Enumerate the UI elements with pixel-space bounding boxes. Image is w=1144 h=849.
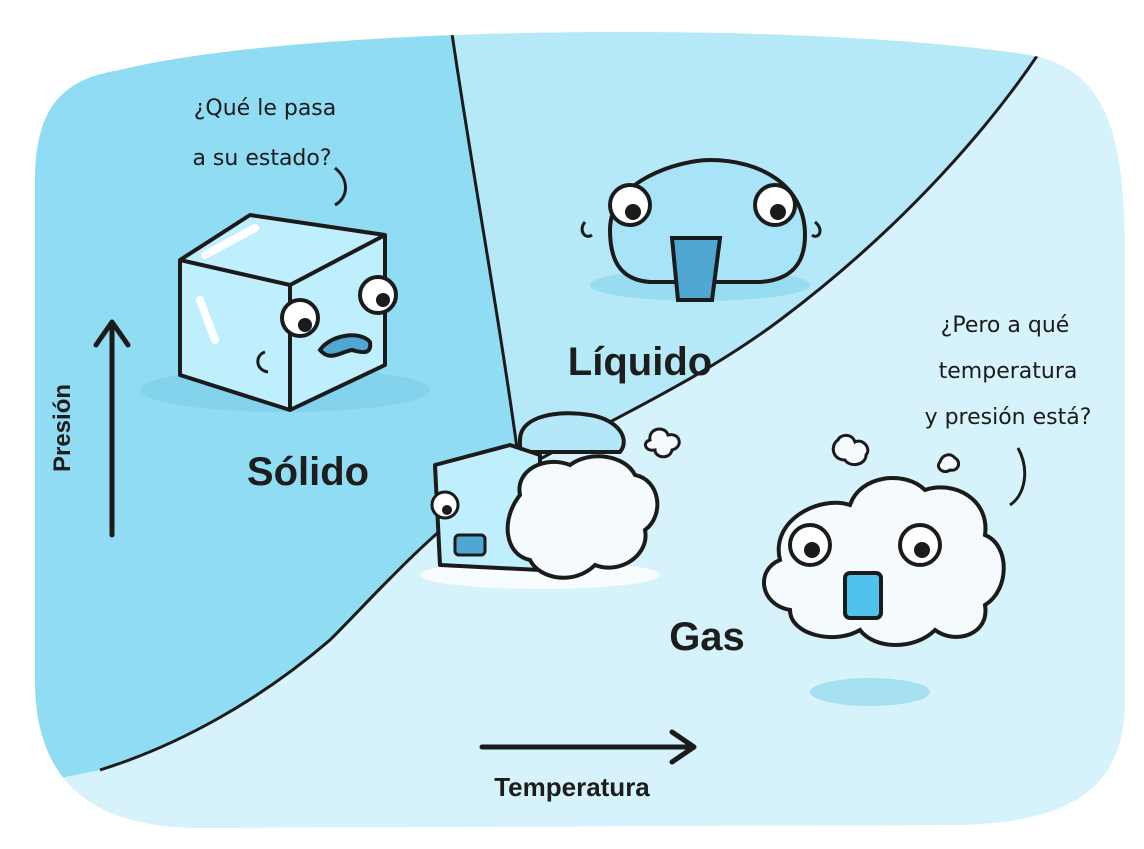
axis-label-temperature: Temperatura: [494, 772, 650, 802]
ice-speech-line-2: a su estado?: [192, 146, 331, 171]
region-label-liquid: Líquido: [568, 340, 712, 384]
gas-cloud-character: [762, 433, 1006, 706]
gas-speech-tail: [1009, 447, 1027, 507]
gas-speech-line-1: ¿Pero a qué: [941, 313, 1070, 338]
gas-speech-line-2: temperatura: [939, 359, 1078, 384]
water-drop-character: [580, 157, 822, 302]
triple-point-character: [420, 411, 681, 589]
ice-speech-tail: [333, 166, 347, 207]
gas-speech-line-3: y presión está?: [925, 405, 1092, 430]
ice-cube-character: [140, 213, 430, 412]
pressure-axis: [93, 319, 131, 538]
region-label-solid: Sólido: [247, 450, 369, 494]
axis-label-pressure: Presión: [49, 384, 76, 472]
ice-speech-line-1: ¿Qué le pasa: [194, 96, 337, 121]
region-label-gas: Gas: [669, 615, 745, 659]
temperature-axis: [479, 729, 697, 765]
fusion-line: [448, 32, 522, 471]
